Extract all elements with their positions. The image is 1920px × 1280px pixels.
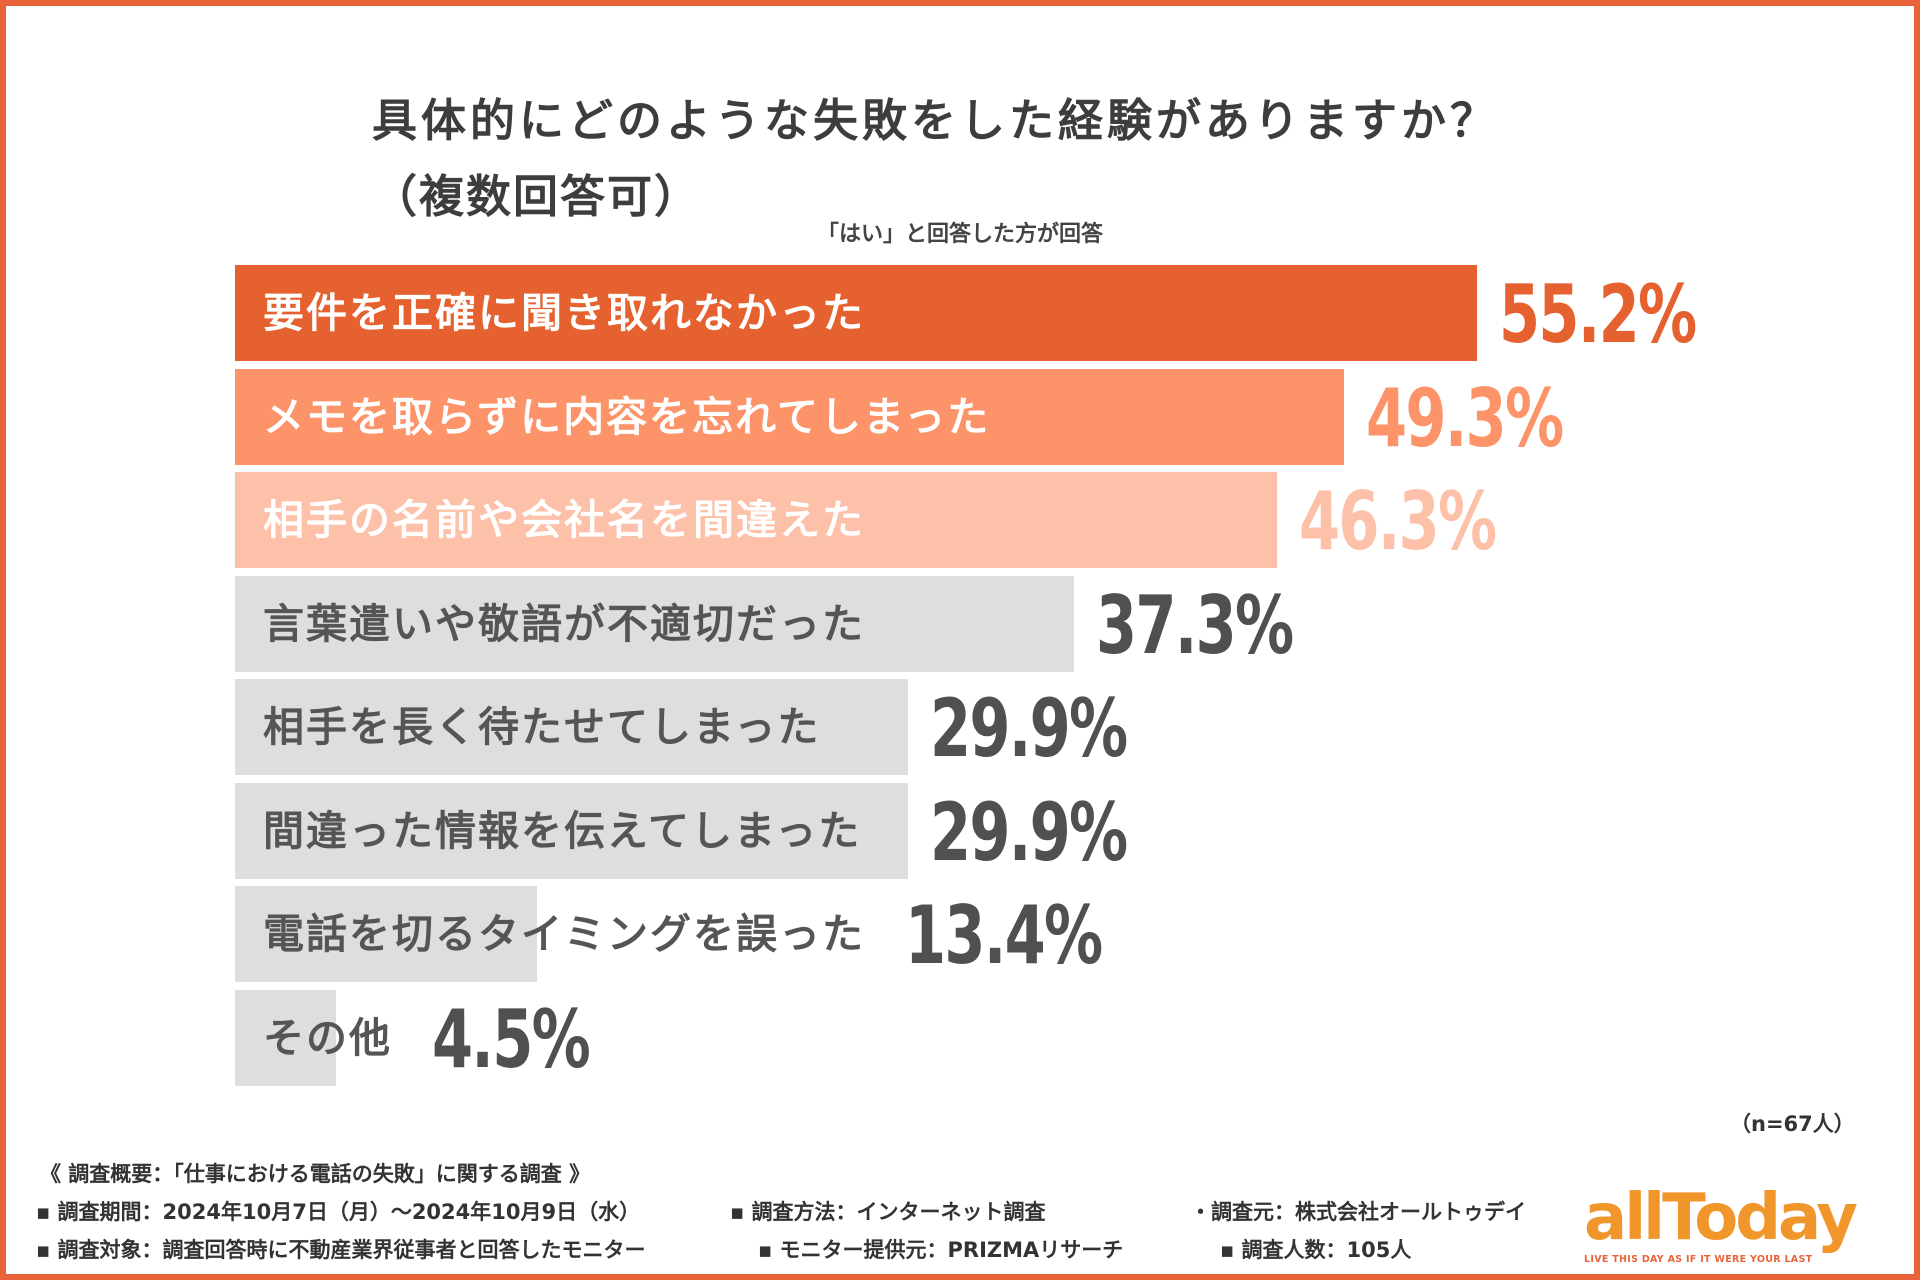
bar-label-3: 相手の名前や会社名を間違えた bbox=[263, 496, 865, 544]
bar-value-4: 37.3% bbox=[1096, 578, 1294, 672]
survey-target: ▪ 調査対象：調査回答時に不動産業界従事者と回答したモニター bbox=[36, 1238, 646, 1262]
chart-title-line2: （複数回答可） bbox=[372, 170, 702, 223]
bar-4 bbox=[235, 575, 1075, 672]
bar-7 bbox=[235, 886, 537, 982]
bar-6 bbox=[235, 782, 908, 879]
bar-1 bbox=[235, 265, 1477, 361]
bar-value-6: 29.9% bbox=[929, 785, 1128, 879]
survey-period: ▪ 調査期間：2024年10月7日（月）〜2024年10月9日（水） bbox=[36, 1200, 641, 1224]
chart-title: 具体的にどのような失敗をした経験がありますか？ bbox=[372, 94, 1500, 147]
bar-label-6: 間違った情報を伝えてしまった bbox=[263, 806, 862, 855]
bar-label-7: 電話を切るタイミングを誤った bbox=[263, 910, 865, 958]
bar-5 bbox=[235, 679, 908, 775]
monitor-provider: ▪ モニター提供元：PRIZMAリサーチ bbox=[758, 1238, 1124, 1262]
bar-value-5: 29.9% bbox=[929, 682, 1128, 775]
bar-value-1: 55.2% bbox=[1499, 268, 1697, 361]
bar-label-2: メモを取らずに内容を忘れてしまった bbox=[263, 392, 991, 441]
bar-value-3: 46.3% bbox=[1298, 475, 1497, 568]
bar-2 bbox=[235, 368, 1345, 465]
bar-value-2: 49.3% bbox=[1366, 371, 1564, 465]
bar-8 bbox=[235, 989, 337, 1086]
survey-source: ・調査元：株式会社オールトゥデイ bbox=[1190, 1200, 1526, 1224]
survey-summary: 《 調査概要：「仕事における電話の失敗」に関する調査 》 bbox=[40, 1162, 591, 1186]
bar-label-1: 要件を正確に聞き取れなかった bbox=[263, 289, 865, 337]
bar-label-5: 相手を長く待たせてしまった bbox=[263, 703, 821, 751]
bar-value-7: 13.4% bbox=[905, 889, 1103, 982]
bar-label-4: 言葉遣いや敬語が不適切だった bbox=[263, 599, 865, 648]
survey-method: ▪ 調査方法：インターネット調査 bbox=[730, 1200, 1046, 1224]
bar-label-8: その他 bbox=[263, 1013, 392, 1062]
chart-subtitle: 「はい」と回答した方が回答 bbox=[816, 222, 1103, 247]
bar-3 bbox=[235, 472, 1277, 568]
bar-value-8: 4.5% bbox=[432, 992, 591, 1086]
sample-size: （n=67人） bbox=[1730, 1112, 1855, 1136]
logo-wordmark: allToday bbox=[1584, 1181, 1858, 1255]
survey-count: ▪ 調査人数：105人 bbox=[1220, 1238, 1412, 1262]
alltoday-logo: allToday LIVE THIS DAY AS IF IT WERE YOU… bbox=[1584, 1181, 1886, 1265]
logo-tagline: LIVE THIS DAY AS IF IT WERE YOUR LAST bbox=[1584, 1254, 1813, 1265]
